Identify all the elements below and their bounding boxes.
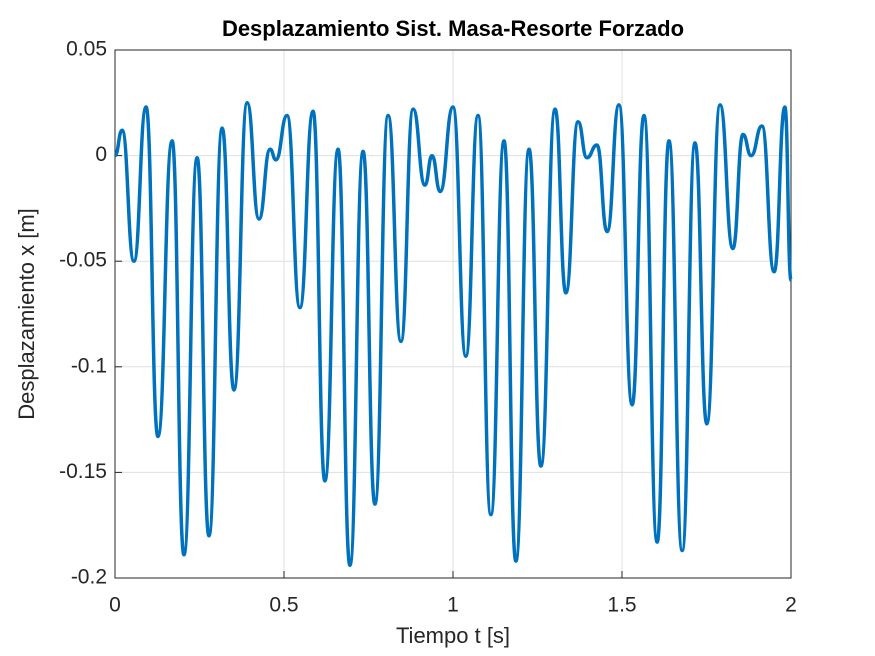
x-tick-label: 0 [109, 594, 121, 617]
x-tick-label: 1.5 [607, 594, 636, 617]
x-tick-label: 1 [447, 594, 459, 617]
y-axis-label: Desplazamiento x [m] [14, 208, 39, 420]
y-tick-label: -0.2 [71, 566, 107, 589]
y-tick-label: -0.05 [59, 249, 107, 272]
y-tick-label: -0.15 [59, 460, 107, 483]
chart-title: Desplazamiento Sist. Masa-Resorte Forzad… [222, 16, 684, 41]
x-axis-label: Tiempo t [s] [396, 623, 510, 648]
plot-frame [114, 49, 792, 579]
y-tick-label: 0.05 [66, 38, 107, 61]
y-tick-label: 0 [95, 143, 107, 166]
x-tick-label: 0.5 [269, 594, 298, 617]
y-tick-label: -0.1 [71, 354, 107, 377]
x-tick-label: 2 [785, 594, 797, 617]
data-line [113, 101, 793, 568]
